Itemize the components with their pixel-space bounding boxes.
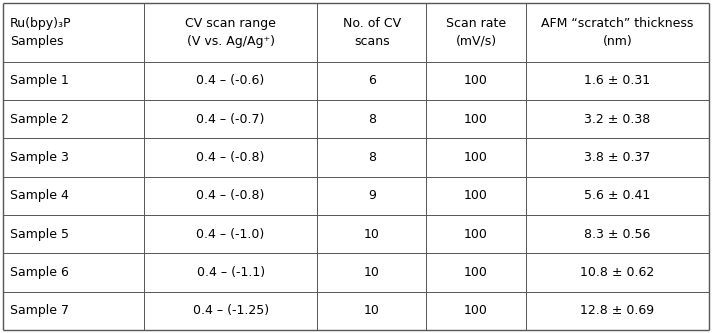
Text: 0.4 – (-1.25): 0.4 – (-1.25) xyxy=(192,304,268,317)
Text: No. of CV
scans: No. of CV scans xyxy=(342,17,401,48)
Text: 100: 100 xyxy=(464,113,488,126)
Text: Sample 4: Sample 4 xyxy=(10,189,69,202)
Text: 0.4 – (-0.6): 0.4 – (-0.6) xyxy=(197,74,265,87)
Text: 8: 8 xyxy=(368,113,376,126)
Text: 10.8 ± 0.62: 10.8 ± 0.62 xyxy=(580,266,654,279)
Text: AFM “scratch” thickness
(nm): AFM “scratch” thickness (nm) xyxy=(541,17,693,48)
Text: 6: 6 xyxy=(368,74,376,87)
Text: 1.6 ± 0.31: 1.6 ± 0.31 xyxy=(585,74,650,87)
Text: Sample 3: Sample 3 xyxy=(10,151,69,164)
Text: 0.4 – (-1.1): 0.4 – (-1.1) xyxy=(197,266,265,279)
Text: 0.4 – (-1.0): 0.4 – (-1.0) xyxy=(197,228,265,241)
Text: 0.4 – (-0.8): 0.4 – (-0.8) xyxy=(197,189,265,202)
Text: 100: 100 xyxy=(464,189,488,202)
Text: 3.2 ± 0.38: 3.2 ± 0.38 xyxy=(584,113,650,126)
Text: 100: 100 xyxy=(464,74,488,87)
Text: 100: 100 xyxy=(464,304,488,317)
Text: 10: 10 xyxy=(364,304,379,317)
Text: 8.3 ± 0.56: 8.3 ± 0.56 xyxy=(584,228,651,241)
Text: 10: 10 xyxy=(364,228,379,241)
Text: Sample 6: Sample 6 xyxy=(10,266,69,279)
Text: 0.4 – (-0.7): 0.4 – (-0.7) xyxy=(197,113,265,126)
Text: 100: 100 xyxy=(464,266,488,279)
Text: 12.8 ± 0.69: 12.8 ± 0.69 xyxy=(580,304,654,317)
Text: 0.4 – (-0.8): 0.4 – (-0.8) xyxy=(197,151,265,164)
Text: 10: 10 xyxy=(364,266,379,279)
Text: Sample 7: Sample 7 xyxy=(10,304,69,317)
Text: Scan rate
(mV/s): Scan rate (mV/s) xyxy=(446,17,506,48)
Text: 3.8 ± 0.37: 3.8 ± 0.37 xyxy=(584,151,651,164)
Text: 5.6 ± 0.41: 5.6 ± 0.41 xyxy=(584,189,650,202)
Text: Sample 5: Sample 5 xyxy=(10,228,69,241)
Text: 100: 100 xyxy=(464,228,488,241)
Text: 100: 100 xyxy=(464,151,488,164)
Text: 8: 8 xyxy=(368,151,376,164)
Text: Ru(bpy)₃P
Samples: Ru(bpy)₃P Samples xyxy=(10,17,71,48)
Text: 9: 9 xyxy=(368,189,376,202)
Text: Sample 1: Sample 1 xyxy=(10,74,69,87)
Text: CV scan range
(V vs. Ag/Ag⁺): CV scan range (V vs. Ag/Ag⁺) xyxy=(185,17,276,48)
Text: Sample 2: Sample 2 xyxy=(10,113,69,126)
